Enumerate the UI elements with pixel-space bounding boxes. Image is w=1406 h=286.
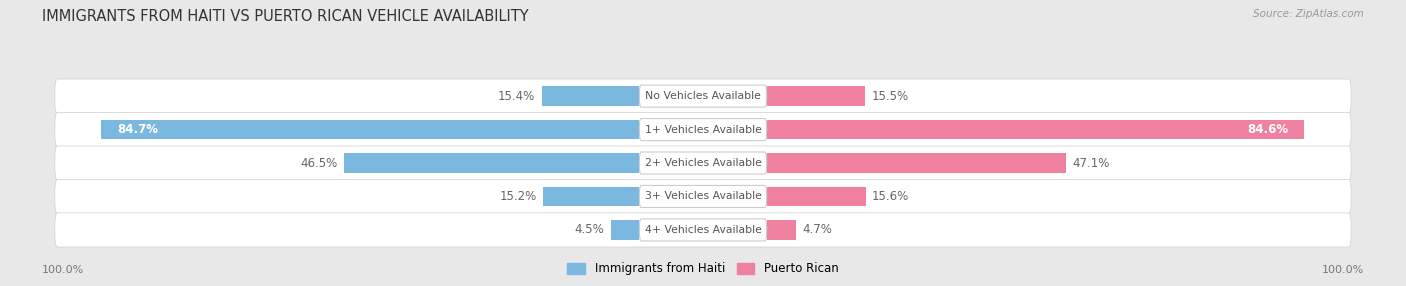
Text: 4.5%: 4.5% — [575, 223, 605, 237]
Bar — [610, 220, 640, 240]
Text: 100.0%: 100.0% — [42, 265, 84, 275]
Text: 15.4%: 15.4% — [498, 90, 536, 103]
Bar — [766, 120, 1305, 139]
Bar — [541, 86, 640, 106]
Text: 84.6%: 84.6% — [1247, 123, 1288, 136]
Bar — [766, 153, 1066, 173]
Text: 3+ Vehicles Available: 3+ Vehicles Available — [644, 191, 762, 201]
Text: 4+ Vehicles Available: 4+ Vehicles Available — [644, 225, 762, 235]
FancyBboxPatch shape — [55, 79, 1351, 113]
Legend: Immigrants from Haiti, Puerto Rican: Immigrants from Haiti, Puerto Rican — [562, 258, 844, 280]
Text: 100.0%: 100.0% — [1322, 265, 1364, 275]
Text: 15.6%: 15.6% — [872, 190, 910, 203]
Text: Source: ZipAtlas.com: Source: ZipAtlas.com — [1253, 9, 1364, 19]
Bar — [344, 153, 640, 173]
Text: 47.1%: 47.1% — [1073, 156, 1109, 170]
Text: 15.2%: 15.2% — [499, 190, 537, 203]
Text: 46.5%: 46.5% — [301, 156, 337, 170]
Text: 84.7%: 84.7% — [117, 123, 157, 136]
Bar — [766, 187, 866, 206]
Text: 1+ Vehicles Available: 1+ Vehicles Available — [644, 125, 762, 135]
Text: No Vehicles Available: No Vehicles Available — [645, 91, 761, 101]
FancyBboxPatch shape — [55, 146, 1351, 180]
FancyBboxPatch shape — [640, 185, 766, 208]
FancyBboxPatch shape — [640, 152, 766, 174]
Text: 2+ Vehicles Available: 2+ Vehicles Available — [644, 158, 762, 168]
FancyBboxPatch shape — [640, 118, 766, 141]
FancyBboxPatch shape — [55, 213, 1351, 247]
FancyBboxPatch shape — [640, 85, 766, 107]
Text: 4.7%: 4.7% — [803, 223, 832, 237]
FancyBboxPatch shape — [640, 219, 766, 241]
Bar — [101, 120, 640, 139]
Text: IMMIGRANTS FROM HAITI VS PUERTO RICAN VEHICLE AVAILABILITY: IMMIGRANTS FROM HAITI VS PUERTO RICAN VE… — [42, 9, 529, 23]
FancyBboxPatch shape — [55, 112, 1351, 147]
Text: 15.5%: 15.5% — [872, 90, 908, 103]
Bar — [766, 220, 796, 240]
Bar — [766, 86, 865, 106]
FancyBboxPatch shape — [55, 179, 1351, 214]
Bar — [543, 187, 640, 206]
